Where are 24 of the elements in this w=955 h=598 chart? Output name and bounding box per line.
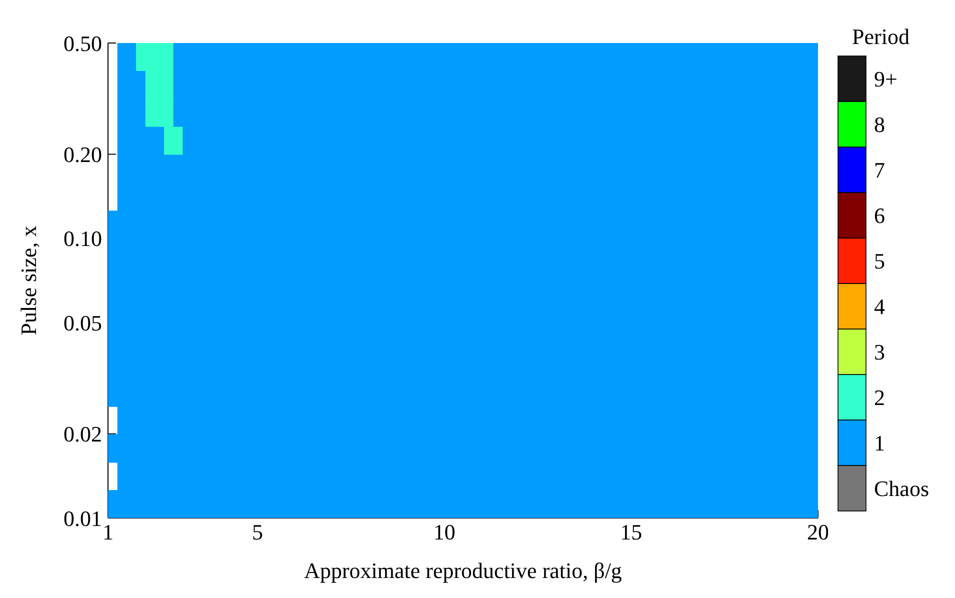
y-tick-label: 0.20: [64, 142, 102, 168]
color-bar-label: 1: [874, 430, 885, 456]
y-tick-label: 0.05: [64, 310, 102, 336]
color-bar-label: 7: [874, 157, 885, 182]
color-bar-label: 8: [874, 112, 885, 137]
color-bar-title: Period: [852, 24, 910, 49]
y-tick-label: 0.01: [64, 506, 102, 531]
color-bar-label: 3: [874, 339, 885, 364]
y-tick-label: 0.50: [64, 30, 102, 56]
color-bar-label: Chaos: [874, 476, 929, 501]
color-bar-label: 4: [874, 294, 885, 319]
color-bar-label: 6: [874, 202, 885, 228]
y-tick-label: 0.02: [64, 422, 102, 447]
x-tick-label: 1: [102, 520, 114, 545]
x-tick-label: 15: [620, 520, 642, 545]
color-bar-label: 9+: [874, 66, 898, 92]
x-tick-label: 5: [252, 520, 263, 545]
y-tick-label: 0.10: [64, 226, 102, 252]
x-axis-title: Approximate reproductive ratio, β/g: [304, 558, 622, 583]
color-bar-label: 5: [874, 248, 885, 274]
x-tick-label: 10: [433, 520, 456, 545]
x-tick-label: 20: [807, 520, 829, 545]
y-axis-title: Pulse size, x: [16, 226, 41, 336]
color-bar-label: 2: [874, 384, 885, 410]
